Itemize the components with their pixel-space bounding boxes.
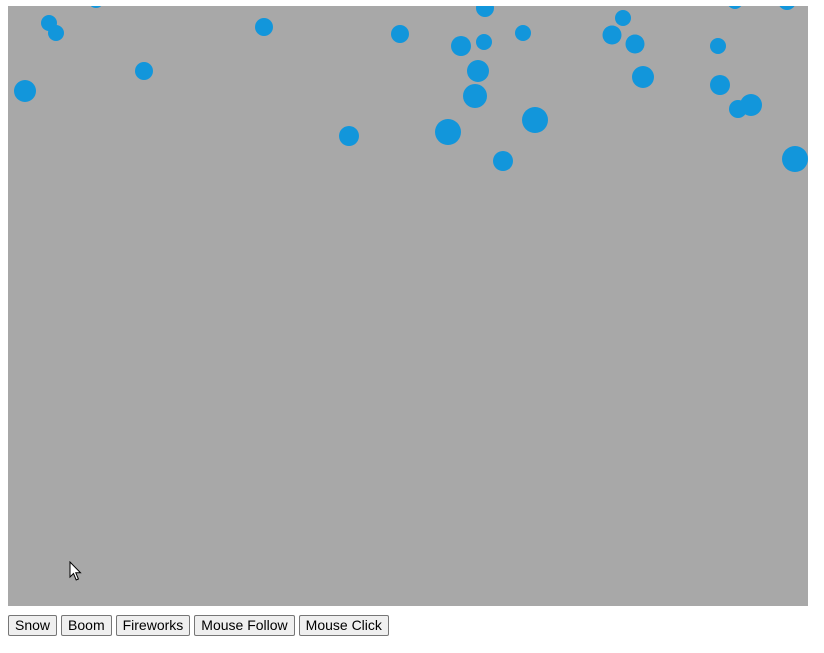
particle (625, 34, 645, 54)
particle (740, 94, 762, 116)
particle (493, 151, 513, 171)
particle (463, 84, 487, 108)
particle (602, 25, 622, 45)
particle (90, 6, 102, 8)
particle (391, 25, 409, 43)
particle (14, 80, 36, 102)
effect-toolbar: Snow Boom Fireworks Mouse Follow Mouse C… (8, 615, 389, 636)
particle (710, 38, 726, 54)
fireworks-button[interactable]: Fireworks (115, 615, 191, 636)
particle (779, 6, 795, 10)
particle (255, 18, 273, 36)
particle-canvas[interactable] (8, 6, 808, 606)
particle (451, 36, 471, 56)
boom-button[interactable]: Boom (61, 615, 112, 636)
particle (522, 107, 548, 133)
particle (782, 146, 808, 172)
arrow-cursor-icon (69, 560, 83, 582)
particle (615, 10, 631, 26)
particle (476, 34, 492, 50)
particle (515, 25, 531, 41)
particle (467, 60, 489, 82)
snow-button[interactable]: Snow (8, 615, 58, 636)
particle (339, 126, 359, 146)
particle (632, 66, 654, 88)
particle (135, 62, 153, 80)
particle (48, 25, 64, 41)
mouse-click-button[interactable]: Mouse Click (298, 615, 389, 636)
mouse-follow-button[interactable]: Mouse Follow (194, 615, 295, 636)
particle (435, 119, 461, 145)
particle (710, 75, 730, 95)
particle (476, 6, 494, 17)
particle (728, 6, 742, 9)
particle-layer (14, 6, 808, 172)
